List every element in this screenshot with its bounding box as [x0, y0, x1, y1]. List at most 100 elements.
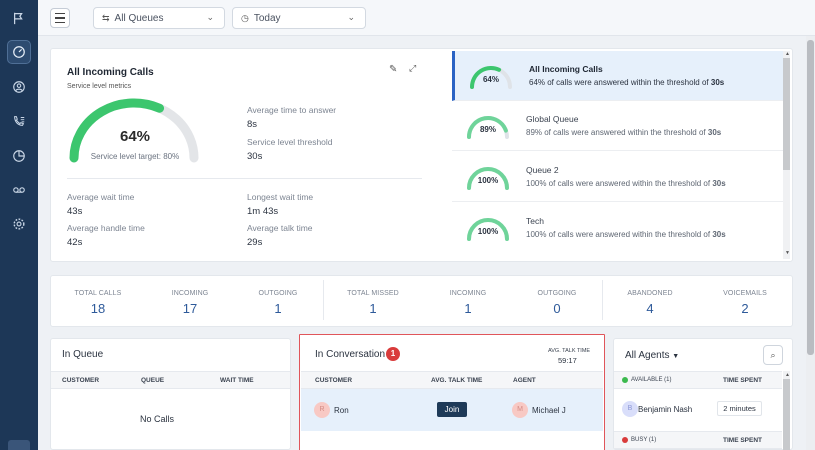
- stat-total-calls[interactable]: TOTAL CALLS 18: [74, 290, 122, 316]
- available-status-dot: [622, 377, 628, 383]
- busy-label: BUSY (1): [631, 437, 657, 443]
- avg-handle-value: 42s: [67, 237, 83, 248]
- sidebar-footer-item[interactable]: [8, 440, 30, 450]
- queue-name: Tech: [526, 216, 544, 226]
- avatar: B: [622, 401, 638, 417]
- stat-outgoing[interactable]: OUTGOING 1: [258, 290, 298, 316]
- stat-total-missed[interactable]: TOTAL MISSED 1: [347, 290, 399, 316]
- dashboard-icon[interactable]: [7, 40, 31, 64]
- gauge-target: Service level target: 80%: [90, 152, 180, 161]
- queue-gauge: [467, 218, 509, 241]
- queue-percent: 100%: [477, 176, 499, 185]
- stats-card: [50, 275, 793, 327]
- expand-icon[interactable]: ⤢: [409, 63, 417, 73]
- avg-handle-label: Average handle time: [67, 223, 145, 233]
- search-button[interactable]: ⌕: [763, 345, 783, 365]
- user-icon[interactable]: [7, 75, 31, 99]
- scroll-down-icon[interactable]: ▼: [785, 250, 790, 256]
- avg-time-to-answer-value: 8s: [247, 119, 258, 130]
- queue-description: 100% of calls were answered within the t…: [526, 179, 726, 188]
- queue-percent: 64%: [482, 75, 499, 84]
- queue-gauge: [467, 116, 509, 139]
- busy-status-dot: [622, 437, 628, 443]
- join-button[interactable]: Join: [437, 402, 467, 417]
- avatar: M: [512, 402, 528, 418]
- col-time-spent: TIME SPENT: [723, 437, 763, 444]
- longest-wait-label: Longest wait time: [247, 192, 314, 202]
- agent-name: Michael J: [532, 406, 566, 415]
- available-label: AVAILABLE (1): [631, 377, 672, 383]
- in-queue-header: [51, 371, 290, 389]
- avg-talk-value: 29s: [247, 237, 263, 248]
- menu-button[interactable]: [50, 8, 70, 28]
- reports-icon[interactable]: [7, 144, 31, 168]
- queue-description: 89% of calls were answered within the th…: [526, 128, 722, 137]
- service-level-gauge: [69, 98, 199, 163]
- col-time-spent: TIME SPENT: [723, 377, 763, 384]
- service-level-subtitle: Service level metrics: [67, 83, 132, 90]
- stat-incoming[interactable]: INCOMING 17: [171, 290, 209, 316]
- date-filter-dropdown[interactable]: ◷ Today ⌄: [232, 7, 366, 29]
- settings-icon[interactable]: [7, 212, 31, 236]
- call-list-icon[interactable]: [7, 109, 31, 133]
- caret-down-icon: ▼: [672, 353, 680, 360]
- scroll-up-icon[interactable]: ▲: [785, 51, 790, 57]
- search-icon: ⌕: [770, 350, 776, 360]
- col-agent: AGENT: [513, 377, 536, 384]
- gauge-percent: 64%: [119, 128, 151, 145]
- queue-name: Global Queue: [526, 114, 579, 124]
- queue-name: Queue 2: [526, 165, 559, 175]
- chevron-down-icon: ⌄: [347, 12, 355, 22]
- agent-time-spent: 2 minutes: [717, 401, 762, 416]
- queue-filter-dropdown[interactable]: ⇆ All Queues ⌄: [93, 7, 225, 29]
- empty-state: No Calls: [140, 414, 175, 424]
- service-level-title: All Incoming Calls: [67, 67, 154, 78]
- stat-voicemails[interactable]: VOICEMAILS 2: [723, 290, 767, 316]
- stat-abandoned[interactable]: ABANDONED 4: [627, 290, 673, 316]
- col-customer: CUSTOMER: [62, 377, 100, 384]
- sidebar: [0, 0, 38, 450]
- in-conversation-header: [301, 371, 603, 389]
- in-queue-panel: [50, 338, 291, 450]
- queue-name: All Incoming Calls: [529, 64, 603, 74]
- col-avg-talk-time: AVG. TALK TIME: [431, 377, 483, 384]
- divider: [602, 280, 603, 320]
- scrollbar-thumb[interactable]: [783, 379, 790, 450]
- avg-wait-value: 43s: [67, 206, 83, 217]
- divider: [323, 280, 324, 320]
- queue-list-item[interactable]: 100% Queue 2 100% of calls were answered…: [452, 152, 783, 202]
- customer-name: Ron: [334, 406, 349, 415]
- col-queue: QUEUE: [141, 377, 165, 384]
- all-agents-dropdown[interactable]: All Agents ▼: [625, 350, 680, 361]
- threshold-label: Service level threshold: [247, 137, 333, 147]
- topbar: ⇆ All Queues ⌄ ◷ Today ⌄: [38, 0, 815, 36]
- queue-gauge: [470, 66, 512, 89]
- scroll-up-icon[interactable]: ▲: [785, 372, 790, 378]
- available-header: [614, 371, 782, 389]
- divider: [67, 178, 422, 179]
- flag-icon[interactable]: [7, 6, 31, 30]
- queue-percent: 100%: [477, 227, 499, 236]
- col-customer: CUSTOMER: [315, 377, 353, 384]
- avg-wait-label: Average wait time: [67, 192, 135, 202]
- in-queue-title: In Queue: [62, 349, 104, 360]
- stat-missed-incoming[interactable]: INCOMING 1: [449, 290, 487, 316]
- avatar: R: [314, 402, 330, 418]
- busy-header: [614, 431, 782, 449]
- longest-wait-value: 1m 43s: [247, 206, 279, 217]
- queue-list-item[interactable]: 64% All Incoming Calls 64% of calls were…: [452, 51, 783, 101]
- col-wait-time: WAIT TIME: [220, 377, 254, 384]
- scrollbar-thumb[interactable]: [783, 58, 790, 170]
- page-scrollbar-thumb[interactable]: [807, 40, 814, 355]
- queue-description: 100% of calls were answered within the t…: [526, 230, 726, 239]
- clock-icon: ◷: [241, 12, 249, 23]
- voicemail-icon[interactable]: [7, 178, 31, 202]
- queue-percent: 89%: [479, 125, 496, 134]
- stat-missed-outgoing[interactable]: OUTGOING 0: [537, 290, 577, 316]
- avg-talk-time-label: AVG. TALK TIME: [548, 348, 591, 354]
- queue-list-item[interactable]: 89% Global Queue 89% of calls were answe…: [452, 101, 783, 151]
- in-conversation-title: In Conversation: [315, 349, 386, 360]
- queue-list-item[interactable]: 100% Tech 100% of calls were answered wi…: [452, 203, 783, 253]
- edit-icon[interactable]: ✎: [389, 64, 398, 75]
- chevron-down-icon: ⌄: [206, 12, 214, 22]
